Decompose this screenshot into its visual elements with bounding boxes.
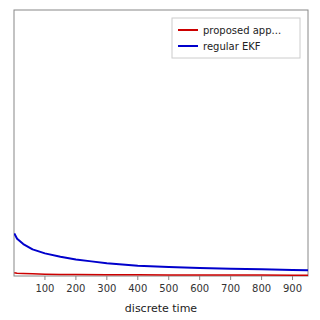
plot-frame: [14, 10, 308, 276]
x-tick: [44, 276, 45, 280]
x-tick-label: 100: [35, 283, 54, 294]
series-line: [14, 233, 308, 270]
legend: proposed app... regular EKF: [172, 18, 300, 58]
legend-box: [172, 18, 300, 58]
x-tick: [168, 276, 169, 280]
x-axis-label: discrete time: [125, 302, 198, 315]
x-tick: [261, 276, 262, 280]
plot-area: [14, 233, 308, 275]
x-tick-label: 300: [97, 283, 116, 294]
x-tick-label: 600: [190, 283, 209, 294]
x-tick: [199, 276, 200, 280]
x-tick-label: 500: [159, 283, 178, 294]
x-tick-label: 400: [128, 283, 147, 294]
x-tick-label: 200: [66, 283, 85, 294]
legend-swatch: [178, 45, 198, 47]
x-tick-label: 900: [283, 283, 302, 294]
legend-swatch: [178, 29, 198, 31]
x-tick-label: 800: [252, 283, 271, 294]
legend-label: proposed app...: [203, 25, 281, 36]
x-tick-label: 700: [221, 283, 240, 294]
x-tick: [75, 276, 76, 280]
x-tick: [137, 276, 138, 280]
x-tick: [106, 276, 107, 280]
x-tick: [292, 276, 293, 280]
chart: 100 200 300 400 500 600 700 800 900 discrete time…: [0, 0, 320, 320]
legend-label: regular EKF: [203, 41, 261, 52]
series-line: [14, 273, 308, 275]
x-tick: [230, 276, 231, 280]
